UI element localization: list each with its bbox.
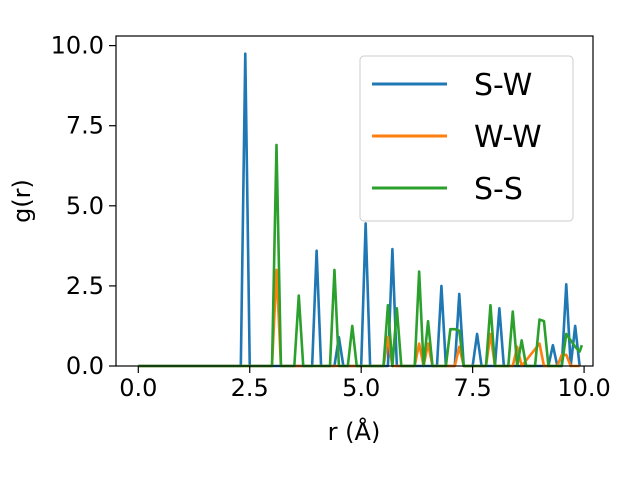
legend-label: S-W xyxy=(474,68,532,103)
legend: S-W W-W S-S xyxy=(359,55,574,222)
y-tick-label: 0.0 xyxy=(66,352,104,380)
axes-frame xyxy=(115,35,594,367)
x-tick-label: 2.5 xyxy=(231,374,269,402)
x-axis-label: r (Å) xyxy=(328,417,381,446)
y-tick-label: 7.5 xyxy=(66,112,104,140)
x-tick-label: 10.0 xyxy=(557,374,610,402)
legend-label: W-W xyxy=(474,120,542,155)
legend-box xyxy=(359,55,574,222)
series-line-0 xyxy=(138,52,581,368)
x-tick-label: 0.0 xyxy=(119,374,157,402)
y-tick-label: 5.0 xyxy=(66,192,104,220)
y-axis-label: g(r) xyxy=(8,179,36,223)
x-tick-label: 7.5 xyxy=(454,374,492,402)
x-tick-label: 5.0 xyxy=(342,374,380,402)
y-tick-label: 2.5 xyxy=(66,272,104,300)
x-axis: 0.0 2.5 5.0 7.5 10.0 xyxy=(119,366,611,402)
legend-label: S-S xyxy=(474,172,523,207)
y-tick-label: 10.0 xyxy=(51,32,104,60)
y-axis: 0.0 2.5 5.0 7.5 10.0 xyxy=(51,32,116,380)
